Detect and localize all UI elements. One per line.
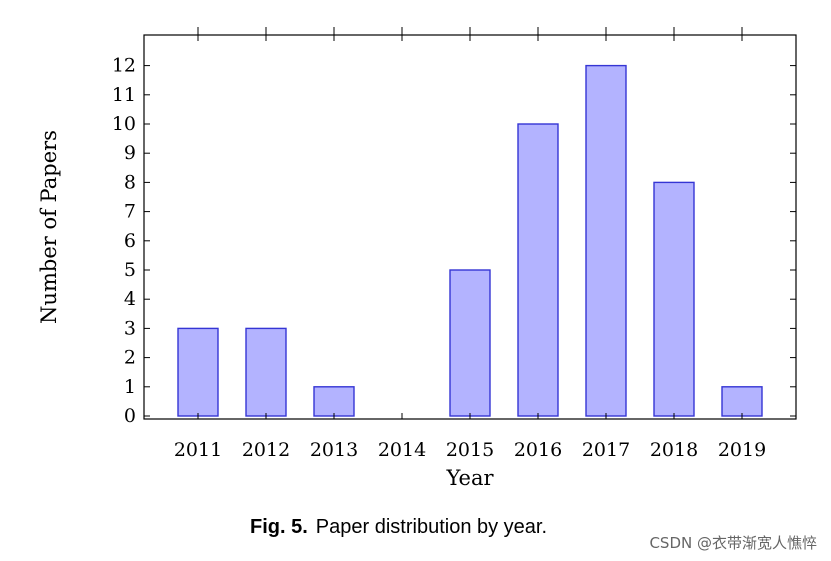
y-tick-label: 10 <box>112 113 136 135</box>
x-axis: 2011 2012 2013 2014 2015 2016 2017 2018 2019 <box>174 27 766 461</box>
x-tick-label: 2011 <box>174 439 222 461</box>
bar-2019 <box>721 386 763 417</box>
y-tick-label: 11 <box>112 84 136 106</box>
bar-2015 <box>449 269 491 417</box>
x-axis-label: Year <box>445 466 494 490</box>
bar-2016 <box>517 123 559 417</box>
bar-2011 <box>177 327 219 417</box>
y-tick-label: 9 <box>124 142 136 164</box>
bar-chart: 2011 2012 2013 2014 2015 2016 2017 2018 2019 012… <box>37 27 797 490</box>
x-tick-label: 2012 <box>242 439 290 461</box>
y-tick-label: 3 <box>124 317 136 339</box>
x-tick-label: 2015 <box>446 439 494 461</box>
y-axis-label: Number of Papers <box>37 130 61 324</box>
y-tick-label: 12 <box>112 55 136 77</box>
x-tick-label: 2014 <box>378 439 426 461</box>
bar-2012 <box>245 327 287 417</box>
bar-2013 <box>313 386 355 417</box>
y-tick-label: 7 <box>124 201 136 223</box>
x-tick-label: 2017 <box>582 439 630 461</box>
bar-2017 <box>585 64 627 417</box>
x-tick-label: 2013 <box>310 439 358 461</box>
x-tick-label: 2018 <box>650 439 698 461</box>
bar-2018 <box>653 181 695 417</box>
y-tick-label: 6 <box>124 230 136 252</box>
y-tick-label: 5 <box>124 259 136 281</box>
figure-caption: Fig. 5. Paper distribution by year. <box>250 516 547 539</box>
y-tick-label: 4 <box>124 288 136 310</box>
y-tick-label: 8 <box>124 171 136 193</box>
x-tick-label: 2016 <box>514 439 562 461</box>
bars-group <box>177 64 763 417</box>
y-tick-label: 0 <box>124 405 136 427</box>
x-tick-label: 2019 <box>718 439 766 461</box>
y-tick-label: 1 <box>124 376 136 398</box>
watermark: CSDN @衣带渐宽人憔悴 <box>649 534 817 552</box>
figure-number: Fig. 5. <box>250 516 308 538</box>
y-tick-label: 2 <box>124 347 136 369</box>
figure-caption-text: Paper distribution by year. <box>315 516 548 538</box>
